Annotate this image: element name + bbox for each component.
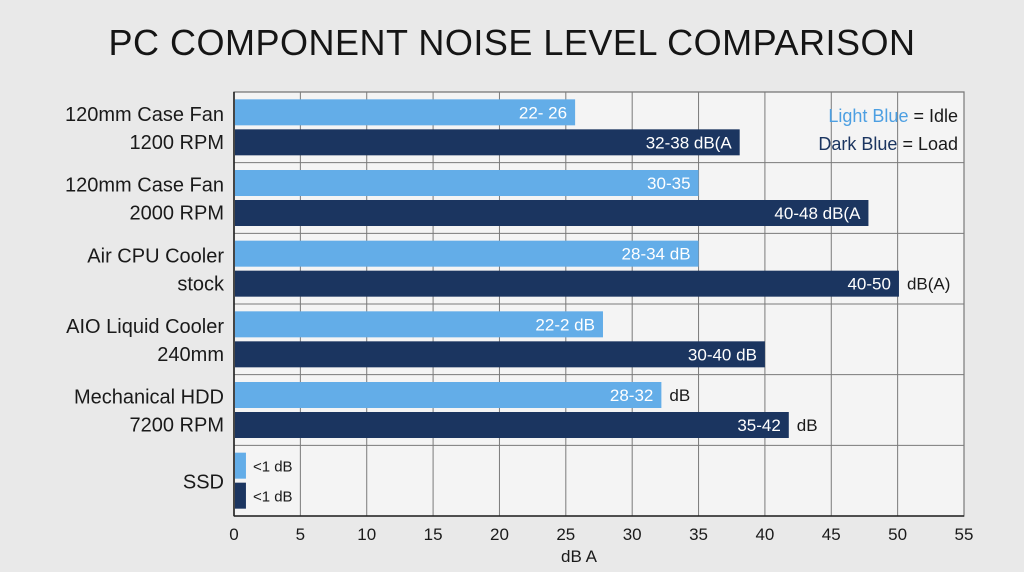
bar-value-label: dB(A) <box>907 275 950 294</box>
grid-lines <box>233 91 965 517</box>
legend: Light Blue = Idle Dark Blue = Load <box>818 106 958 154</box>
category-label: 7200 RPM <box>130 415 225 437</box>
bar-value-label: 30-40 dB <box>688 345 757 364</box>
bar-value-label: 40-50 <box>847 275 890 294</box>
x-tick-label: 50 <box>888 525 907 544</box>
load-bar <box>235 129 740 156</box>
x-tick-label: 0 <box>229 525 238 544</box>
x-tick-label: 30 <box>623 525 642 544</box>
idle-bar <box>235 311 603 338</box>
labels: 0 5 10 15 20 25 30 35 40 45 50 55 dB A 120mm Case Fan… <box>65 103 973 566</box>
x-tick-label: 40 <box>755 525 774 544</box>
category-label: 120mm Case Fan <box>65 175 224 197</box>
load-bar <box>235 341 765 368</box>
x-axis-title: dB A <box>561 547 598 566</box>
legend-series-name: = Load <box>897 134 958 154</box>
category-label: 120mm Case Fan <box>65 104 224 126</box>
bar-value-label: 35-42 <box>737 416 780 435</box>
category-label: AIO Liquid Cooler <box>66 316 224 338</box>
bar-value-label: 32-38 dB(A <box>646 133 733 152</box>
bar-value-label: 40-48 dB(A <box>774 204 861 223</box>
idle-bar <box>235 170 699 196</box>
x-tick-label: 15 <box>424 525 443 544</box>
idle-bar <box>235 382 662 408</box>
idle-bar <box>235 99 576 126</box>
chart-title: PC COMPONENT NOISE LEVEL COMPARISON <box>108 22 916 63</box>
legend-color-name: Light Blue <box>828 106 908 126</box>
x-tick-label: 45 <box>822 525 841 544</box>
category-label: Air CPU Cooler <box>87 245 224 267</box>
load-bar <box>235 200 869 226</box>
legend-entry: Dark Blue = Load <box>818 134 958 154</box>
bar-value-label: 22- 26 <box>519 103 567 122</box>
x-tick-label: 10 <box>357 525 376 544</box>
category-label: 1200 RPM <box>130 132 225 154</box>
category-label: 2000 RPM <box>130 203 225 225</box>
bar-value-label: dB <box>669 386 690 405</box>
legend-color-name: Dark Blue <box>818 134 897 154</box>
bars <box>235 99 899 509</box>
load-bar <box>235 482 246 509</box>
bar-value-label: 30-35 <box>647 174 690 193</box>
x-tick-label: 20 <box>490 525 509 544</box>
x-tick-label: 35 <box>689 525 708 544</box>
legend-entry: Light Blue = Idle <box>828 106 958 126</box>
x-tick-label: 55 <box>955 525 974 544</box>
category-label: stock <box>177 273 225 295</box>
idle-bar <box>235 452 246 479</box>
bar-value-label: 22-2 dB <box>535 315 595 334</box>
idle-bar <box>235 240 699 267</box>
x-tick-label: 25 <box>556 525 575 544</box>
legend-series-name: = Idle <box>908 106 958 126</box>
category-label: Mechanical HDD <box>74 387 224 409</box>
category-label: SSD <box>183 472 224 494</box>
x-tick-label: 5 <box>296 525 305 544</box>
bar-value-label: dB <box>797 416 818 435</box>
category-label: 240mm <box>157 344 224 366</box>
bar-value-label: <1 dB <box>253 459 293 476</box>
load-bar <box>235 412 789 438</box>
bar-value-label: 28-34 dB <box>622 245 691 264</box>
bar-value-label: <1 dB <box>253 489 293 506</box>
load-bar <box>235 270 899 297</box>
bar-value-label: 28-32 <box>610 386 653 405</box>
